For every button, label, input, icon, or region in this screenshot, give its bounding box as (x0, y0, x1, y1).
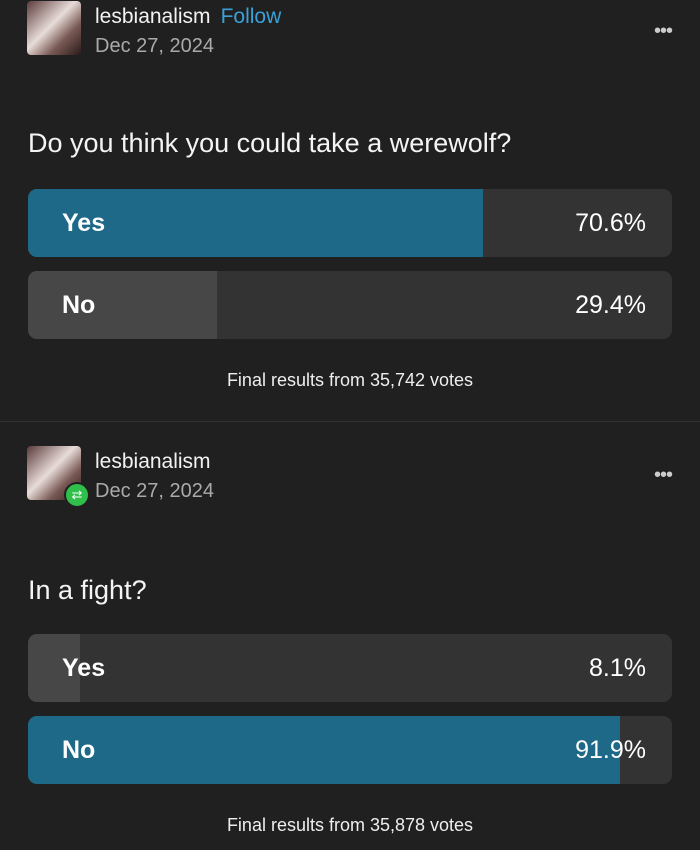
divider (0, 421, 700, 422)
poll-option-no[interactable]: No 91.9% (28, 716, 672, 784)
option-label: Yes (62, 654, 106, 682)
post-date: Dec 27, 2024 (95, 480, 214, 502)
username[interactable]: lesbianalism (95, 5, 211, 28)
poll-fill (28, 716, 620, 784)
option-percent: 91.9% (575, 736, 646, 764)
option-percent: 29.4% (575, 291, 646, 319)
poll-fill (28, 271, 218, 339)
poll-option-yes[interactable]: Yes 70.6% (28, 189, 672, 257)
poll-results-footer: Final results from 35,742 votes (226, 370, 474, 390)
username[interactable]: lesbianalism (95, 450, 211, 473)
more-options-icon[interactable]: ••• (653, 20, 673, 42)
option-label: No (62, 291, 96, 319)
more-options-icon[interactable]: ••• (653, 464, 673, 486)
option-percent: 8.1% (589, 654, 646, 682)
option-label: Yes (62, 209, 106, 237)
reblog-icon: ⇄ (64, 482, 90, 508)
post-date: Dec 27, 2024 (95, 35, 214, 57)
poll-fill (28, 634, 81, 702)
poll-fill (28, 189, 483, 257)
poll-option-yes[interactable]: Yes 8.1% (28, 634, 672, 702)
poll-option-no[interactable]: No 29.4% (28, 271, 672, 339)
follow-button[interactable]: Follow (220, 5, 282, 28)
option-label: No (62, 736, 96, 764)
avatar[interactable] (27, 1, 81, 55)
poll-results-footer: Final results from 35,878 votes (226, 815, 474, 835)
poll-question: Do you think you could take a werewolf? (28, 128, 512, 158)
poll-question: In a fight? (28, 575, 147, 605)
option-percent: 70.6% (575, 209, 646, 237)
